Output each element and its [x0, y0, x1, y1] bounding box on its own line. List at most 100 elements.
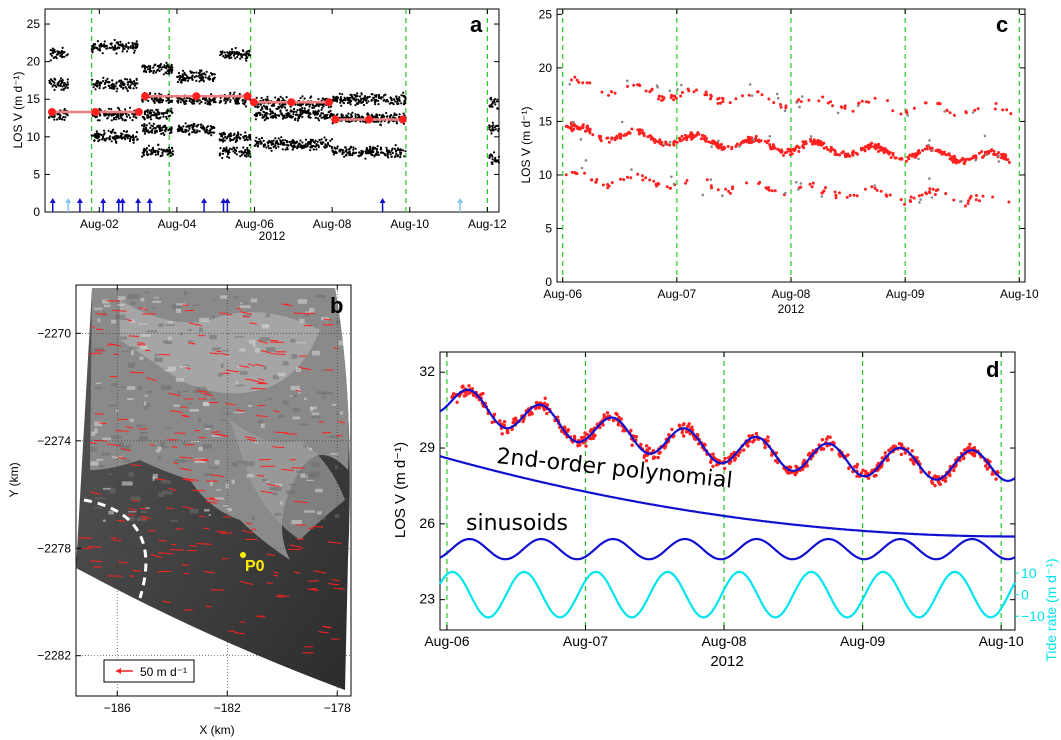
data-point [727, 461, 732, 465]
data-point [158, 100, 161, 103]
velocity-vector [293, 500, 309, 504]
data-point [61, 46, 64, 50]
data-point [281, 148, 284, 151]
texture-speck [215, 489, 221, 491]
data-point [821, 447, 826, 451]
data-point [158, 98, 161, 101]
data-point [316, 113, 319, 116]
data-point [969, 194, 973, 198]
data-point [132, 47, 135, 50]
data-point [349, 146, 352, 149]
texture-speck [168, 336, 172, 342]
data-point [151, 109, 154, 112]
data-point [497, 127, 500, 130]
data-point [254, 118, 257, 121]
data-point [207, 77, 210, 80]
data-point [239, 155, 242, 158]
data-point [131, 44, 134, 47]
texture-speck [184, 291, 188, 296]
data-point [657, 97, 660, 101]
data-point [184, 130, 187, 133]
texture-speck [146, 330, 158, 333]
y-tick-label: 10 [27, 130, 41, 144]
data-point [770, 453, 774, 457]
data-point [245, 59, 248, 62]
outlier-point [983, 134, 987, 138]
data-point [879, 189, 883, 193]
data-point [529, 412, 533, 416]
data-point [235, 153, 238, 156]
data-point [117, 117, 120, 120]
data-point [994, 477, 998, 481]
data-point [238, 137, 242, 140]
data-point [232, 146, 235, 149]
data-point [490, 154, 494, 157]
data-point [198, 102, 201, 105]
data-point [110, 108, 113, 111]
y-tick-label: −2278 [37, 541, 71, 555]
data-point [369, 150, 372, 153]
data-point [262, 144, 265, 147]
data-point [145, 148, 148, 151]
outlier-point [717, 139, 720, 143]
data-point [937, 481, 942, 486]
data-point [170, 71, 173, 74]
data-point [144, 70, 147, 73]
x-tick-label: Aug-09 [886, 287, 925, 301]
data-point [182, 125, 185, 128]
data-point [209, 77, 212, 80]
data-point [253, 113, 256, 117]
data-point [284, 106, 287, 109]
texture-speck [130, 319, 136, 323]
texture-speck [143, 401, 147, 406]
data-point [99, 133, 102, 136]
data-point [66, 78, 69, 81]
panel-c-label: c [996, 12, 1008, 37]
panel-a-label: a [470, 12, 483, 37]
data-point [801, 140, 805, 144]
data-point [301, 141, 304, 144]
data-point [534, 400, 539, 405]
texture-speck [140, 333, 151, 337]
data-point [312, 112, 315, 115]
data-point [386, 153, 389, 156]
velocity-vector [257, 378, 265, 381]
data-point [117, 114, 120, 117]
data-point [581, 126, 585, 130]
data-point [880, 456, 884, 460]
data-point [150, 114, 153, 117]
data-point [779, 105, 783, 109]
texture-speck [303, 445, 307, 448]
data-point [1001, 108, 1005, 112]
data-point [863, 187, 867, 191]
data-point [392, 98, 396, 101]
data-point [243, 150, 246, 153]
data-point [280, 142, 283, 145]
data-point [660, 140, 664, 144]
data-point [825, 444, 829, 448]
data-point [928, 187, 932, 191]
observation-arrowhead [220, 198, 227, 203]
outlier-point [906, 114, 909, 117]
outlier-point [625, 79, 629, 83]
data-point [867, 100, 871, 104]
texture-speck [152, 300, 161, 303]
data-point [987, 151, 991, 155]
data-point [870, 185, 874, 189]
data-point [101, 80, 104, 83]
data-point [320, 112, 323, 115]
texture-speck [240, 371, 248, 375]
step-mean-marker [243, 92, 252, 101]
texture-speck [272, 492, 278, 496]
texture-speck [96, 458, 104, 461]
texture-speck [139, 356, 144, 360]
outlier-point [873, 184, 877, 187]
data-point [709, 141, 713, 145]
data-point [285, 140, 289, 143]
data-point [157, 150, 160, 153]
data-point [389, 151, 392, 154]
texture-speck [115, 409, 119, 412]
data-point [210, 134, 213, 137]
data-point [828, 435, 832, 439]
